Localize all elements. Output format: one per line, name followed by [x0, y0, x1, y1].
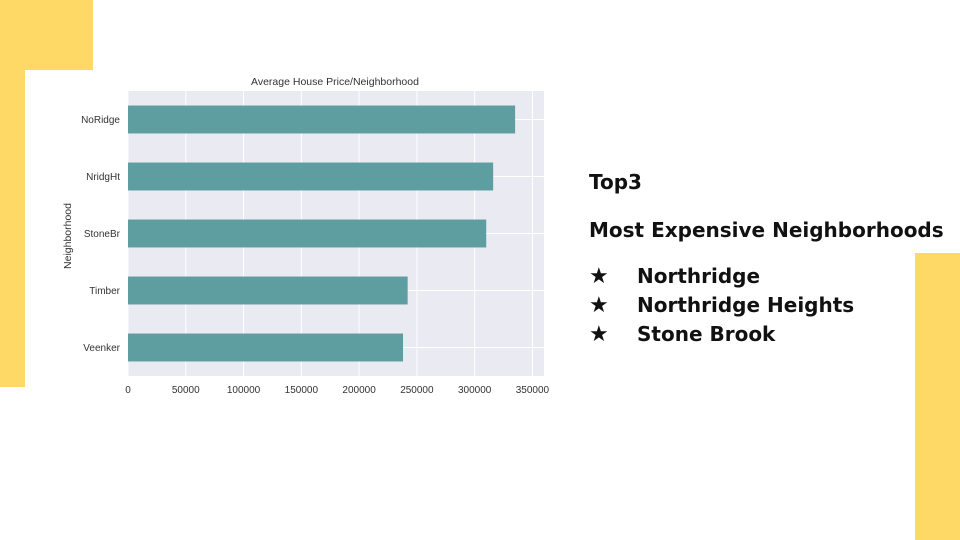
y-tick-label: StoneBr: [84, 229, 121, 240]
neighborhood-list: ★ Northridge ★ Northridge Heights ★ Stone B…: [589, 262, 949, 349]
bar: [128, 276, 408, 305]
plot-area: 0 50000 100000 150000 200000 250000 300000 3500…: [81, 91, 550, 396]
x-tick-label: 150000: [285, 385, 319, 396]
y-tick-label: Timber: [89, 286, 120, 297]
x-tick-label: 100000: [227, 385, 261, 396]
list-item-label: Stone Brook: [637, 322, 776, 346]
star-icon: ★: [589, 293, 609, 318]
chart-title: Average House Price/Neighborhood: [251, 76, 419, 88]
star-icon: ★: [589, 322, 609, 347]
list-item: ★ Northridge Heights: [589, 291, 949, 320]
top-neighborhoods-panel: Top3 Most Expensive Neighborhoods ★ North…: [589, 170, 949, 349]
x-tick-label: 0: [125, 385, 131, 396]
list-item-label: Northridge: [637, 264, 761, 288]
decorative-block-left: [0, 70, 25, 387]
bar: [128, 333, 404, 362]
star-icon: ★: [589, 264, 609, 289]
x-tick-label: 300000: [458, 385, 492, 396]
list-item-label: Northridge Heights: [637, 293, 855, 317]
bar: [128, 105, 516, 134]
x-tick-label: 200000: [342, 385, 376, 396]
decorative-block-top-left: [0, 0, 93, 70]
decorative-block-right: [915, 253, 960, 540]
bar: [128, 162, 494, 191]
y-tick-label: NoRidge: [81, 115, 120, 126]
bar-chart: Average House Price/Neighborhood Neighbo…: [62, 76, 550, 396]
panel-title: Top3: [589, 170, 642, 194]
y-tick-label: Veenker: [83, 343, 120, 354]
list-item: ★ Northridge: [589, 262, 949, 291]
list-item: ★ Stone Brook: [589, 320, 949, 349]
x-tick-label: 50000: [172, 385, 200, 396]
y-tick-label: NridgHt: [86, 172, 120, 183]
x-tick-label: 350000: [516, 385, 550, 396]
y-axis-label: Neighborhood: [62, 203, 74, 269]
panel-subtitle: Most Expensive Neighborhoods: [589, 218, 944, 242]
x-tick-label: 250000: [400, 385, 434, 396]
bar: [128, 219, 487, 248]
